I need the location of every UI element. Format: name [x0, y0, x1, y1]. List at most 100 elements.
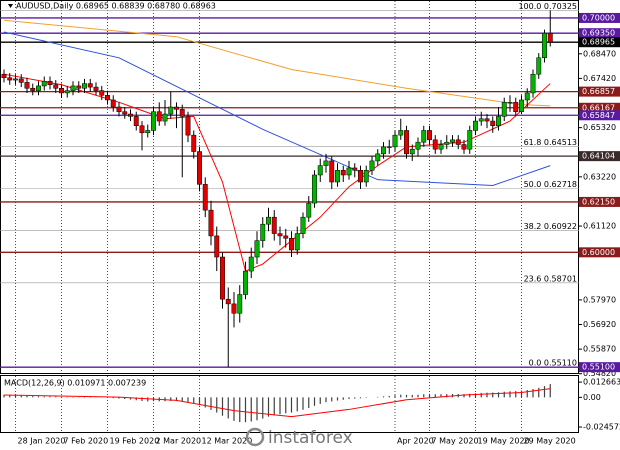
candle-body: [547, 32, 553, 43]
candle-body: [386, 146, 392, 148]
y-tick-label: 0.55870: [583, 345, 616, 354]
candle-body: [496, 116, 501, 127]
watermark-text: instaforex: [268, 428, 353, 448]
indicator-line: [3, 31, 551, 187]
level-label: 0.65847: [582, 111, 615, 120]
macd-signal-line: [3, 388, 551, 418]
candle-body: [30, 88, 36, 91]
macd-y-tick-label: -0.024572: [583, 423, 620, 432]
x-tick-label: 28 Jan 2020: [18, 437, 66, 446]
level-label: 0.64104: [582, 152, 615, 161]
candle-body: [1, 73, 7, 78]
level-label: 0.70000: [582, 13, 615, 22]
candle-body: [24, 82, 30, 89]
y-tick-label: 0.65320: [583, 123, 616, 132]
candle-body: [225, 298, 231, 305]
candle-body: [392, 134, 398, 148]
candle-body: [260, 223, 266, 241]
candle-body: [191, 134, 197, 152]
candle-body: [467, 130, 473, 150]
candle-body: [87, 83, 93, 88]
candle-body: [59, 88, 64, 94]
y-tick-label: 0.68470: [583, 49, 616, 58]
candle-body: [53, 84, 59, 89]
candle-body: [369, 160, 375, 171]
level-label: 0.66167: [582, 103, 615, 112]
candle-body: [289, 238, 294, 251]
candle-body: [139, 125, 145, 134]
candle-body: [208, 209, 214, 237]
candle-body: [99, 90, 105, 96]
candle-body: [105, 95, 110, 101]
level-label: 0.66857: [582, 87, 615, 96]
candle-body: [231, 303, 237, 314]
candle-body: [542, 32, 547, 59]
candle-body: [363, 170, 369, 183]
y-tick-label: 0.67420: [583, 74, 616, 83]
candle-body: [41, 80, 47, 87]
x-tick-label: 12 Mar 2020: [202, 437, 253, 446]
candle-body: [513, 102, 519, 112]
candle-body: [432, 139, 438, 150]
level-box: [579, 102, 620, 113]
candle-body: [64, 90, 70, 94]
y-tick-label: 0.54820: [583, 369, 616, 378]
candle-body: [202, 184, 208, 211]
level-label: 0.55100: [582, 363, 615, 372]
x-tick-label: 19 Feb 2020: [110, 437, 160, 446]
watermark: instaforex: [245, 427, 353, 448]
fib-label: 23.6 0.58701: [524, 274, 577, 283]
fib-label: 50.0 0.62718: [524, 180, 577, 189]
candle-body: [300, 216, 306, 234]
level-label: 0.62150: [582, 197, 615, 206]
fib-label: 61.8 0.64513: [524, 138, 577, 147]
title-icon: [8, 4, 13, 8]
macd-frame: [0, 375, 579, 433]
candle-body: [13, 78, 18, 81]
candle-body: [375, 153, 381, 162]
candle-body: [294, 233, 300, 251]
level-label: 0.68965: [582, 38, 615, 47]
candle-body: [444, 141, 450, 145]
candle-body: [381, 146, 386, 155]
fib-label: 0.0 0.55110: [529, 358, 577, 367]
indicator-line: [3, 19, 551, 107]
fib-label: 100.0 0.70325: [518, 2, 577, 11]
candle-body: [47, 80, 53, 85]
level-box: [579, 151, 620, 162]
candle-body: [248, 256, 254, 272]
x-tick-label: 19 May 2020: [478, 437, 530, 446]
candle-body: [415, 141, 421, 150]
candle-body: [271, 216, 277, 234]
candle-body: [312, 174, 317, 204]
candle-body: [409, 148, 415, 155]
candle-body: [421, 130, 427, 143]
level-box: [579, 12, 620, 23]
candle-body: [352, 167, 358, 171]
fib-label: 38.2 0.60922: [524, 222, 577, 231]
level-box: [579, 28, 620, 39]
main-frame: [0, 0, 579, 374]
level-box: [579, 37, 620, 48]
candle-body: [76, 85, 82, 89]
level-box: [579, 86, 620, 97]
candle-body: [283, 235, 289, 239]
candle-body: [317, 165, 323, 176]
candle-body: [484, 118, 490, 122]
candle-body: [266, 216, 271, 225]
candle-body: [151, 111, 156, 131]
candle-body: [214, 235, 220, 258]
x-tick-label: 7 Feb 2020: [64, 437, 109, 446]
candle-body: [519, 99, 524, 112]
candle-body: [7, 77, 13, 81]
level-label: 0.69350: [582, 29, 615, 38]
chart-title: AUDUSD,Daily 0.68965 0.68839 0.68780 0.6…: [16, 2, 216, 11]
y-tick-label: 0.57970: [583, 295, 616, 304]
y-tick-label: 0.63220: [583, 172, 616, 181]
macd-y-tick-label: 0.012663: [583, 378, 620, 387]
candle-body: [254, 240, 260, 258]
candle-body: [501, 102, 507, 117]
candle-body: [438, 144, 444, 150]
candle-body: [145, 130, 151, 134]
x-tick-label: 7 May 2020: [432, 437, 479, 446]
